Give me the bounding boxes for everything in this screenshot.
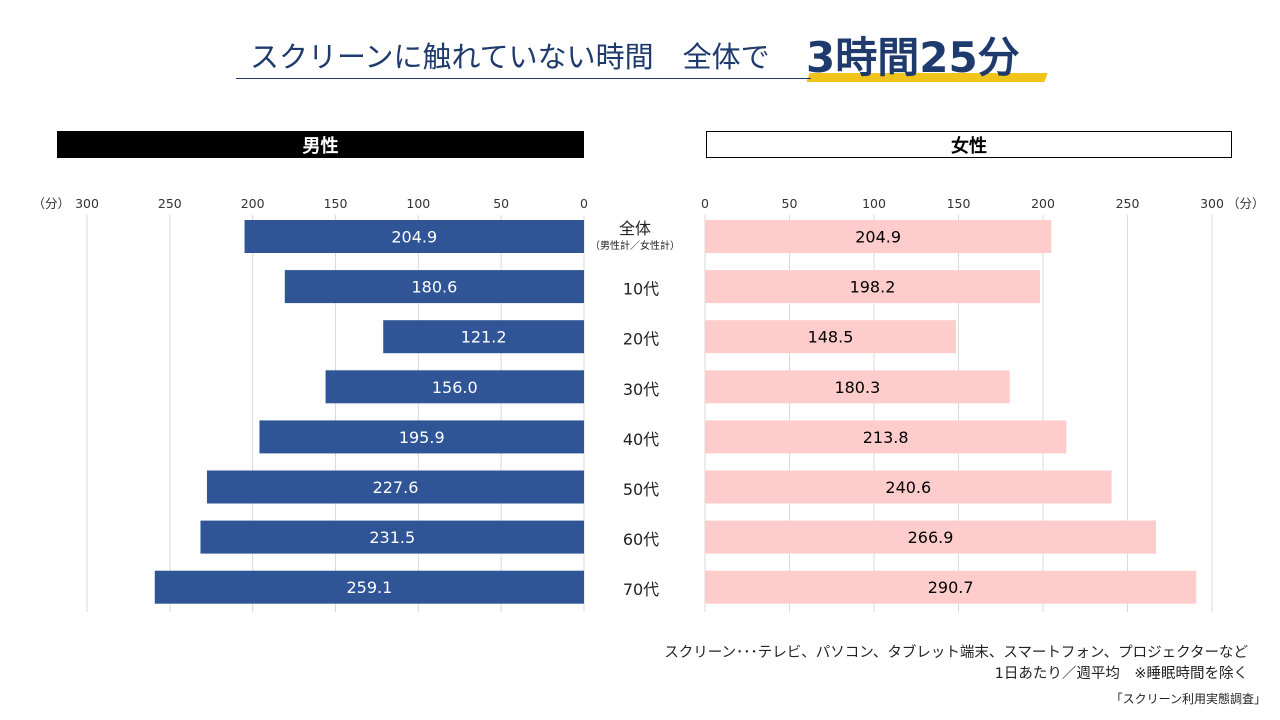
source-label: 「スクリーン利用実態調査」 (1110, 692, 1266, 706)
male-bar (284, 270, 584, 304)
category-label: 10代 (623, 280, 659, 299)
page-title: スクリーンに触れていない時間 全体で (250, 40, 770, 74)
male-value-label: 180.6 (411, 278, 457, 297)
category-label: 20代 (623, 330, 659, 349)
male-panel-header: 男性 (57, 131, 584, 158)
female-tick-label: 150 (947, 196, 971, 211)
female-bar (705, 570, 1197, 604)
female-tick-label: 300 (1200, 196, 1224, 211)
female-bar (705, 470, 1112, 504)
male-bar (383, 320, 584, 354)
female-value-label: 198.2 (850, 278, 896, 297)
male-value-label: 259.1 (346, 578, 392, 597)
male-tick-label: 250 (158, 196, 182, 211)
male-value-label: 156.0 (432, 378, 478, 397)
female-bar (705, 420, 1067, 454)
female-bar (705, 320, 956, 354)
female-tick-label: 100 (862, 196, 886, 211)
male-value-label: 204.9 (391, 228, 437, 247)
male-value-label: 121.2 (461, 328, 507, 347)
female-tick-label: 250 (1116, 196, 1140, 211)
category-label: 70代 (623, 580, 659, 599)
male-bar (244, 220, 584, 253)
category-label: 30代 (623, 380, 659, 399)
male-value-label: 231.5 (369, 528, 415, 547)
page-title-accent: 3時間25分 (806, 33, 1020, 82)
male-tick-label: 100 (406, 196, 430, 211)
female-bar (705, 220, 1052, 253)
title-block: スクリーンに触れていない時間 全体で 3時間25分 (236, 22, 1048, 84)
male-tick-label: 50 (493, 196, 509, 211)
male-bar (259, 420, 584, 454)
female-value-label: 240.6 (885, 478, 931, 497)
female-value-label: 213.8 (863, 428, 909, 447)
female-bar (705, 520, 1157, 554)
category-label: 全体 (619, 219, 651, 238)
female-tick-label: 50 (782, 196, 798, 211)
male-axis-unit: （分） (32, 196, 70, 211)
female-tick-label: 200 (1031, 196, 1055, 211)
title-rule (236, 78, 811, 79)
female-value-label: 180.3 (834, 378, 880, 397)
male-value-label: 195.9 (399, 428, 445, 447)
male-tick-label: 0 (580, 196, 588, 211)
female-value-label: 204.9 (855, 228, 901, 247)
category-label: 50代 (623, 480, 659, 499)
category-label: 60代 (623, 530, 659, 549)
female-value-label: 266.9 (908, 528, 954, 547)
male-tick-label: 150 (324, 196, 348, 211)
measurement-note: 1日あたり／週平均 ※睡眠時間を除く (994, 666, 1248, 682)
male-tick-label: 300 (75, 196, 99, 211)
male-bar (154, 570, 584, 604)
female-value-label: 290.7 (928, 578, 974, 597)
female-axis-unit: （分） (1227, 196, 1265, 211)
male-tick-label: 200 (241, 196, 265, 211)
male-bar (206, 470, 584, 504)
female-panel-header: 女性 (706, 131, 1232, 158)
screen-definition-note: スクリーン･･･テレビ、パソコン、タブレット端末、スマートフォン、プロジェクター… (664, 645, 1248, 661)
male-bar (200, 520, 584, 554)
female-value-label: 148.5 (808, 328, 854, 347)
female-bar (705, 370, 1010, 404)
male-bar (325, 370, 584, 404)
male-value-label: 227.6 (373, 478, 419, 497)
female-tick-label: 0 (701, 196, 709, 211)
category-sublabel: （男性計／女性計） (590, 239, 680, 252)
category-label: 40代 (623, 430, 659, 449)
female-bar (705, 270, 1040, 304)
